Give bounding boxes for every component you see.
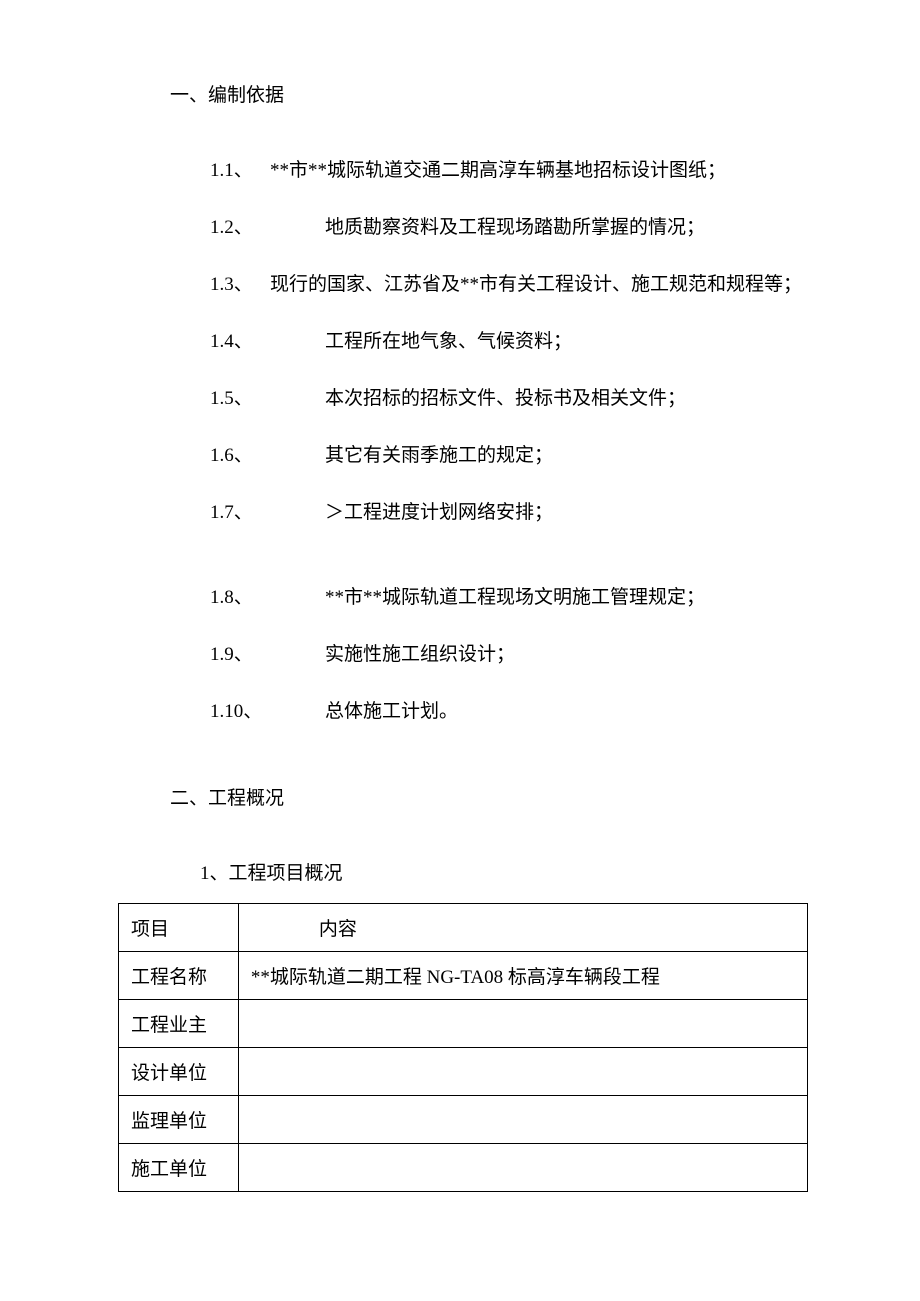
list-item-text: ＞工程进度计划网络安排； <box>325 497 553 524</box>
table-cell-value <box>238 1000 807 1048</box>
list-item-text: 现行的国家、江苏省及**市有关工程设计、施工规范和规程等； <box>270 269 802 296</box>
table-cell-label: 工程业主 <box>119 1000 239 1048</box>
list-item: 1.4、 工程所在地气象、气候资料； <box>210 326 810 353</box>
table-row: 项目 内容 <box>119 904 808 952</box>
table-cell-label: 监理单位 <box>119 1096 239 1144</box>
table-cell-value: **城际轨道二期工程 NG-TA08 标高淳车辆段工程 <box>238 952 807 1000</box>
section-2-heading: 二、工程概况 <box>170 783 810 810</box>
table-cell-value <box>238 1048 807 1096</box>
list-item-number: 1.10、 <box>210 696 325 723</box>
list-item-text: **市**城际轨道工程现场文明施工管理规定； <box>325 582 705 609</box>
list-item-text: 其它有关雨季施工的规定； <box>325 440 553 467</box>
list-item-text: 实施性施工组织设计； <box>325 639 515 666</box>
list-item: 1.10、 总体施工计划。 <box>210 696 810 723</box>
section-2-subheading: 1、工程项目概况 <box>200 858 810 885</box>
list-item: 1.3、 现行的国家、江苏省及**市有关工程设计、施工规范和规程等； <box>210 269 810 296</box>
table-row: 工程业主 <box>119 1000 808 1048</box>
table-cell-label: 项目 <box>119 904 239 952</box>
list-item-text: 地质勘察资料及工程现场踏勘所掌握的情况； <box>325 212 705 239</box>
table-cell-label: 工程名称 <box>119 952 239 1000</box>
list-item: 1.8、 **市**城际轨道工程现场文明施工管理规定； <box>210 582 810 609</box>
table-cell-label: 设计单位 <box>119 1048 239 1096</box>
table-row: 工程名称 **城际轨道二期工程 NG-TA08 标高淳车辆段工程 <box>119 952 808 1000</box>
table-row: 监理单位 <box>119 1096 808 1144</box>
list-item-number: 1.3、 <box>210 269 270 296</box>
list-item-text: **市**城际轨道交通二期高淳车辆基地招标设计图纸； <box>270 155 726 182</box>
list-item: 1.6、 其它有关雨季施工的规定； <box>210 440 810 467</box>
list-item: 1.7、 ＞工程进度计划网络安排； <box>210 497 810 524</box>
list-item: 1.5、 本次招标的招标文件、投标书及相关文件； <box>210 383 810 410</box>
table-cell-label: 施工单位 <box>119 1144 239 1192</box>
table-row: 施工单位 <box>119 1144 808 1192</box>
list-item-number: 1.6、 <box>210 440 325 467</box>
list-item-text: 工程所在地气象、气候资料； <box>325 326 572 353</box>
list-item-number: 1.5、 <box>210 383 325 410</box>
list-item-number: 1.4、 <box>210 326 325 353</box>
table-cell-value <box>238 1144 807 1192</box>
list-item-number: 1.7、 <box>210 497 325 524</box>
section-1-heading: 一、编制依据 <box>170 80 810 107</box>
table-cell-value <box>238 1096 807 1144</box>
list-item-text: 本次招标的招标文件、投标书及相关文件； <box>325 383 686 410</box>
project-overview-table: 项目 内容 工程名称 **城际轨道二期工程 NG-TA08 标高淳车辆段工程 工… <box>118 903 808 1192</box>
list-item: 1.9、 实施性施工组织设计； <box>210 639 810 666</box>
list-item-text: 总体施工计划。 <box>325 696 458 723</box>
table-cell-value: 内容 <box>238 904 807 952</box>
list-item: 1.2、 地质勘察资料及工程现场踏勘所掌握的情况； <box>210 212 810 239</box>
list-item-number: 1.1、 <box>210 155 270 182</box>
list-item-number: 1.8、 <box>210 582 325 609</box>
table-row: 设计单位 <box>119 1048 808 1096</box>
list-item-number: 1.2、 <box>210 212 325 239</box>
list-item: 1.1、 **市**城际轨道交通二期高淳车辆基地招标设计图纸； <box>210 155 810 182</box>
section-1-list: 1.1、 **市**城际轨道交通二期高淳车辆基地招标设计图纸； 1.2、 地质勘… <box>210 155 810 723</box>
list-item-number: 1.9、 <box>210 639 325 666</box>
